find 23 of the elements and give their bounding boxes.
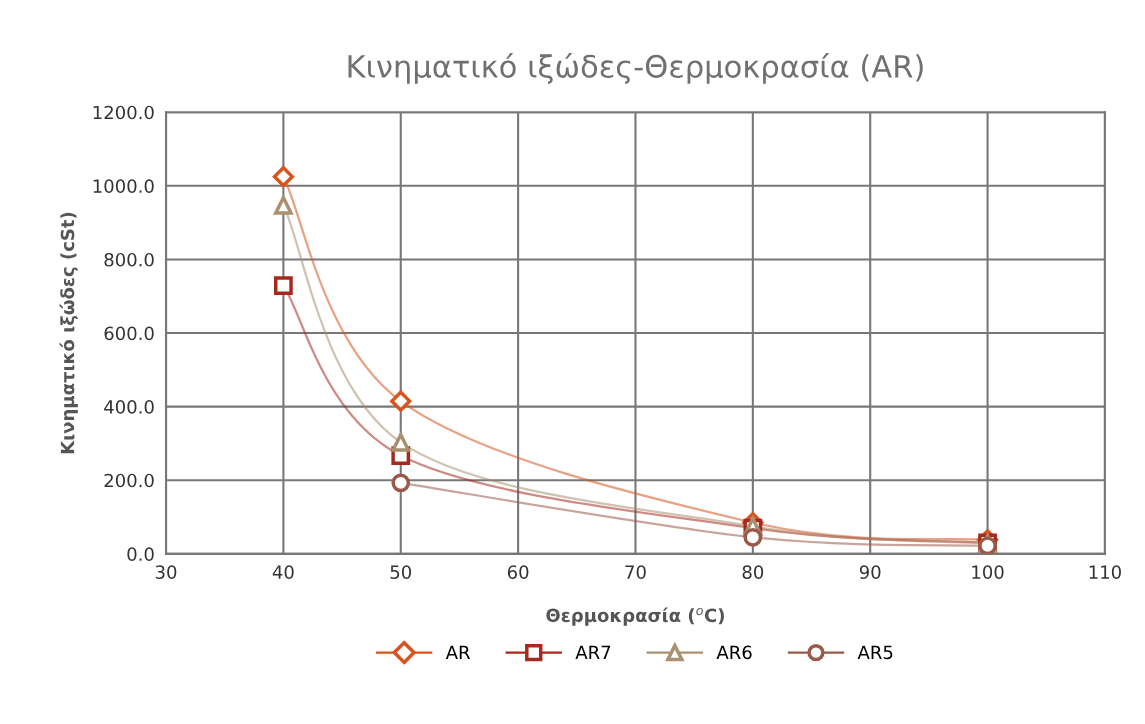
legend-label: AR6 [716,645,752,660]
y-tick-label: 600.0 [104,326,154,341]
x-tick-label: 70 [625,565,646,579]
x-tick-label: 40 [272,565,294,579]
y-axis-title: Κινηματικό ιξώδες (cSt) [59,212,78,454]
y-tick-label: 400.0 [104,400,154,414]
y-tick-label: 0.0 [127,547,154,561]
y-tick-label: 1000.0 [93,179,154,193]
legend-label: AR [445,645,471,659]
legend-label: AR5 [857,645,893,660]
x-tick-label: 90 [859,565,881,579]
chart-title: Κινηματικό ιξώδες-Θερμοκρασία (AR) [348,53,923,84]
legend-label: AR7 [575,645,611,659]
x-tick-label: 60 [507,565,529,579]
y-tick-label: 800.0 [104,252,154,267]
x-tick-label: 100 [972,565,1004,579]
x-axis-title: Θερμοκρασία ($^{o}$C) [546,607,724,626]
x-tick-label: 50 [390,565,412,579]
x-tick-label: 110 [1089,565,1121,579]
y-tick-label: 1200.0 [93,105,154,120]
x-tick-label: 30 [155,565,177,579]
x-tick-label: 80 [742,565,764,579]
y-tick-label: 200.0 [104,473,154,488]
